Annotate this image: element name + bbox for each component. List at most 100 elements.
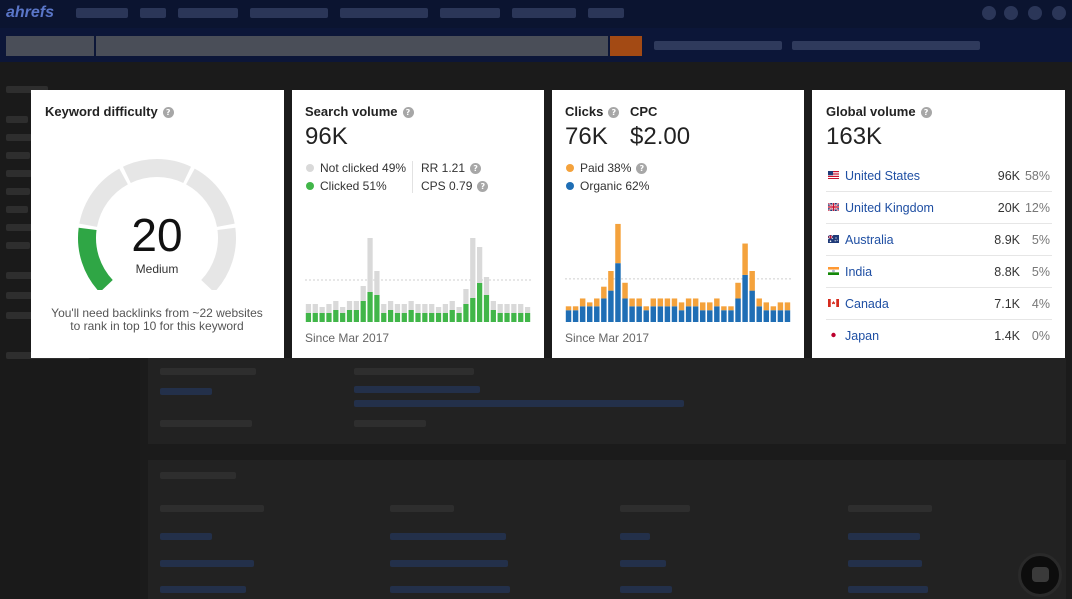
country-name-link[interactable]: India	[845, 265, 873, 279]
chart-bar-clicked[interactable]	[497, 313, 503, 322]
chart-bar-not-clicked[interactable]	[518, 304, 524, 313]
nav-item[interactable]	[76, 8, 128, 18]
question-icon[interactable]: ?	[608, 107, 620, 118]
chart-bar-organic[interactable]	[572, 310, 579, 322]
chart-bar-organic[interactable]	[579, 306, 586, 322]
chart-bar-not-clicked[interactable]	[319, 307, 325, 313]
nav-item[interactable]	[140, 8, 166, 18]
chart-bar-paid[interactable]	[608, 271, 614, 291]
chart-bar-not-clicked[interactable]	[387, 301, 394, 310]
chart-bar-paid[interactable]	[643, 306, 649, 311]
chart-bar-not-clicked[interactable]	[408, 301, 414, 310]
nav-item[interactable]	[250, 8, 328, 18]
chart-bar-organic[interactable]	[664, 306, 671, 322]
chart-bar-not-clicked[interactable]	[456, 307, 462, 313]
chart-bar-not-clicked[interactable]	[511, 304, 517, 313]
chart-bar-clicked[interactable]	[305, 313, 312, 322]
chart-bar-not-clicked[interactable]	[360, 286, 366, 301]
chart-bar-not-clicked[interactable]	[415, 304, 421, 313]
country-select[interactable]	[508, 36, 608, 56]
chart-bar-organic[interactable]	[586, 306, 593, 322]
chart-bar-not-clicked[interactable]	[381, 304, 387, 313]
chart-bar-organic[interactable]	[594, 306, 600, 322]
chart-bar-paid[interactable]	[685, 298, 692, 307]
chart-bar-clicked[interactable]	[326, 313, 332, 322]
chart-bar-paid[interactable]	[657, 298, 664, 307]
chart-bar-organic[interactable]	[707, 310, 713, 322]
country-name-link[interactable]: Canada	[845, 297, 889, 311]
chart-bar-clicked[interactable]	[449, 310, 455, 322]
chart-bar-clicked[interactable]	[483, 295, 490, 322]
chart-bar-organic[interactable]	[714, 306, 720, 322]
chart-bar-not-clicked[interactable]	[367, 238, 373, 292]
chart-bar-clicked[interactable]	[312, 313, 318, 322]
chart-bar-not-clicked[interactable]	[346, 301, 353, 310]
chart-bar-not-clicked[interactable]	[401, 304, 407, 313]
chart-bar-not-clicked[interactable]	[353, 301, 359, 310]
chart-bar-clicked[interactable]	[429, 313, 435, 322]
chart-bar-not-clicked[interactable]	[504, 304, 510, 313]
question-icon[interactable]: ?	[162, 107, 174, 118]
chart-bar-organic[interactable]	[728, 310, 734, 322]
chart-bar-paid[interactable]	[784, 302, 791, 311]
chart-bar-not-clicked[interactable]	[312, 304, 318, 313]
chart-bar-clicked[interactable]	[340, 313, 346, 322]
chart-bar-organic[interactable]	[784, 310, 791, 322]
chart-bar-organic[interactable]	[601, 298, 607, 322]
chart-bar-not-clicked[interactable]	[429, 304, 435, 313]
chart-bar-clicked[interactable]	[401, 313, 407, 322]
chart-bar-clicked[interactable]	[477, 283, 483, 322]
chart-bar-clicked[interactable]	[333, 310, 339, 322]
chart-bar-paid[interactable]	[756, 298, 762, 307]
chart-bar-not-clicked[interactable]	[394, 304, 401, 313]
chart-bar-clicked[interactable]	[470, 298, 476, 322]
chart-bar-organic[interactable]	[685, 306, 692, 322]
chart-bar-organic[interactable]	[678, 310, 685, 322]
chart-bar-not-clicked[interactable]	[477, 247, 483, 283]
chart-bar-organic[interactable]	[565, 310, 572, 322]
chart-bar-organic[interactable]	[756, 306, 762, 322]
chart-bar-clicked[interactable]	[387, 310, 394, 322]
chart-bar-not-clicked[interactable]	[490, 301, 496, 310]
question-icon[interactable]: ?	[477, 181, 489, 192]
chart-bar-not-clicked[interactable]	[305, 304, 312, 313]
chart-bar-not-clicked[interactable]	[422, 304, 428, 313]
chat-support-button[interactable]	[1018, 553, 1062, 597]
chart-bar-paid[interactable]	[692, 298, 699, 307]
chart-bar-not-clicked[interactable]	[340, 307, 346, 313]
nav-item[interactable]	[340, 8, 428, 18]
chart-bar-organic[interactable]	[629, 306, 635, 322]
chart-bar-paid[interactable]	[629, 298, 635, 307]
chart-bar-clicked[interactable]	[442, 313, 449, 322]
chart-bar-paid[interactable]	[636, 298, 642, 307]
chart-bar-not-clicked[interactable]	[435, 307, 442, 313]
chart-bar-paid[interactable]	[749, 271, 755, 291]
chart-bar-organic[interactable]	[763, 310, 770, 322]
chart-bar-clicked[interactable]	[367, 292, 373, 322]
country-name-link[interactable]: Australia	[845, 233, 894, 247]
chart-bar-paid[interactable]	[671, 298, 678, 307]
chart-bar-organic[interactable]	[643, 310, 649, 322]
chart-bar-paid[interactable]	[622, 282, 628, 299]
chart-bar-paid[interactable]	[742, 243, 748, 275]
chart-bar-organic[interactable]	[636, 306, 642, 322]
chart-bar-not-clicked[interactable]	[326, 304, 332, 313]
chart-bar-paid[interactable]	[707, 302, 713, 311]
chart-bar-paid[interactable]	[728, 306, 734, 311]
chart-bar-organic[interactable]	[622, 298, 628, 322]
question-icon[interactable]: ?	[402, 107, 414, 118]
chart-bar-not-clicked[interactable]	[483, 277, 490, 295]
chart-bar-not-clicked[interactable]	[442, 304, 449, 313]
chart-bar-clicked[interactable]	[381, 313, 387, 322]
nav-item[interactable]	[588, 8, 624, 18]
chart-bar-paid[interactable]	[615, 223, 621, 264]
account-icon[interactable]	[1052, 6, 1066, 20]
chart-bar-paid[interactable]	[594, 298, 600, 307]
chart-bar-not-clicked[interactable]	[463, 289, 469, 304]
chart-bar-not-clicked[interactable]	[449, 301, 455, 310]
chart-bar-organic[interactable]	[657, 306, 664, 322]
chart-bar-paid[interactable]	[565, 306, 572, 311]
chart-bar-paid[interactable]	[714, 298, 720, 307]
chart-bar-paid[interactable]	[586, 302, 593, 307]
chart-bar-paid[interactable]	[650, 298, 657, 307]
